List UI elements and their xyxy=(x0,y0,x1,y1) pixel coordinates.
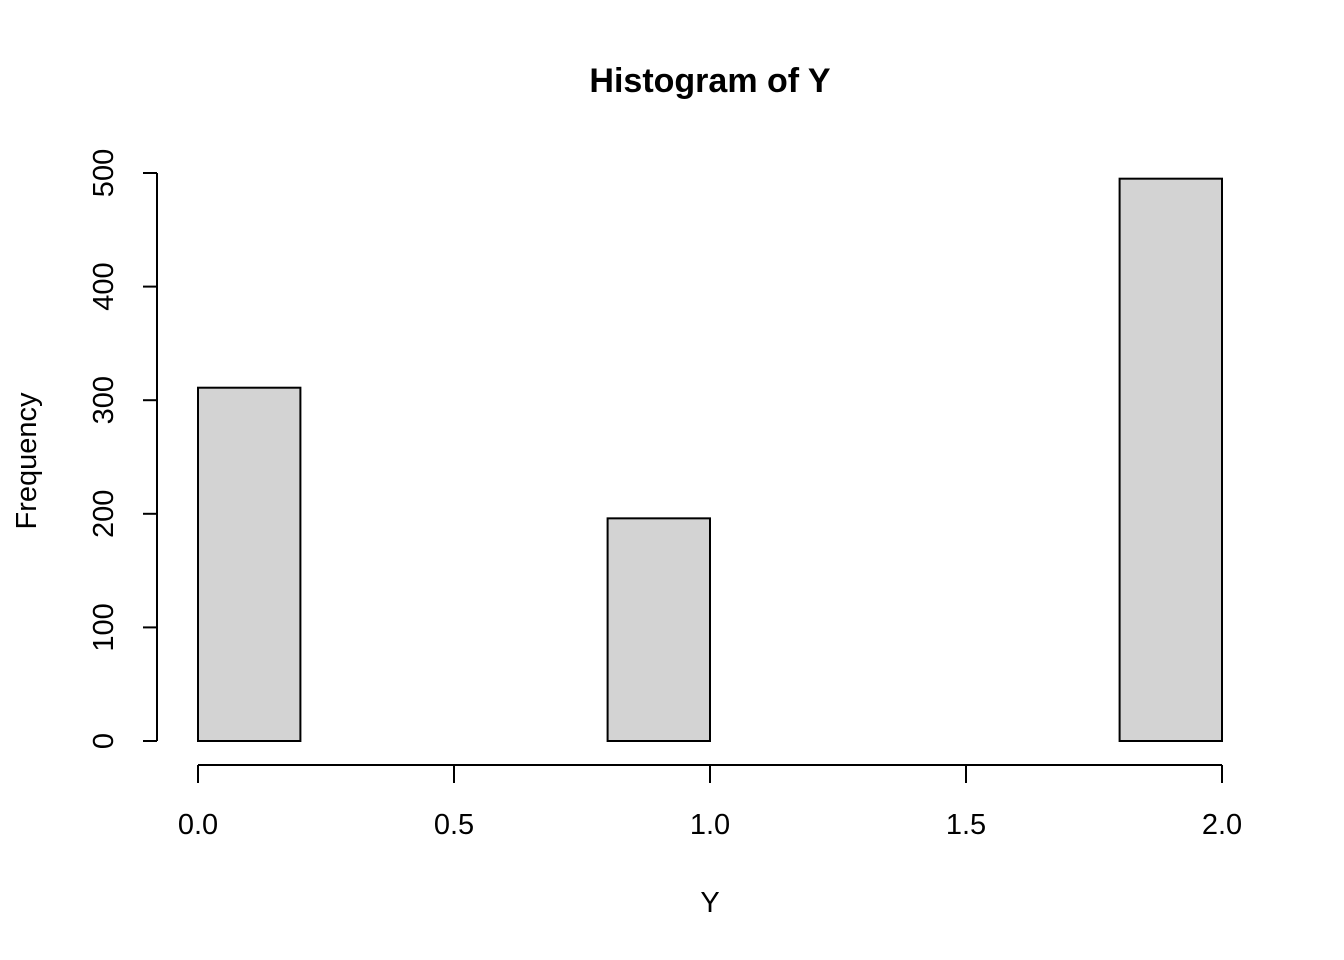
y-axis-label: Frequency xyxy=(11,392,43,530)
y-tick-label-5: 500 xyxy=(88,149,120,197)
x-tick-label-1: 0.5 xyxy=(434,809,474,841)
x-axis: 0.0 0.5 1.0 1.5 2.0 xyxy=(178,764,1242,841)
bars-group xyxy=(197,177,1223,742)
y-tick-label-3: 300 xyxy=(88,376,120,424)
chart-title: Histogram of Y xyxy=(589,62,831,100)
x-tick-label-2: 1.0 xyxy=(690,809,730,841)
y-tick-label-2: 200 xyxy=(88,490,120,538)
y-tick-label-0: 0 xyxy=(88,733,120,749)
x-tick-label-4: 2.0 xyxy=(1202,809,1242,841)
y-axis: 0 100 200 300 400 500 xyxy=(88,149,158,749)
x-axis-label: Y xyxy=(700,887,719,919)
histogram-bar-4 xyxy=(606,517,711,742)
x-tick-label-3: 1.5 xyxy=(946,809,986,841)
histogram-bar-9 xyxy=(1118,177,1223,742)
y-tick-label-4: 400 xyxy=(88,262,120,310)
y-tick-label-1: 100 xyxy=(88,603,120,651)
x-tick-label-0: 0.0 xyxy=(178,809,218,841)
histogram-bar-0 xyxy=(197,386,302,742)
